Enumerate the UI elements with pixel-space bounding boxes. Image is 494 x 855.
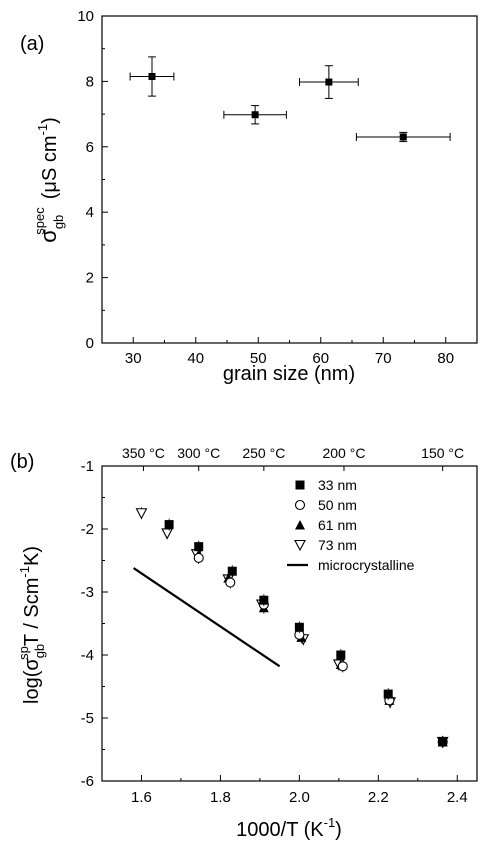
y-tick-label: -3 xyxy=(81,584,94,601)
x-tick-label: 30 xyxy=(125,350,142,367)
panel-a-xlabel: grain size (nm) xyxy=(223,363,355,385)
top-axis-label: 350 °C xyxy=(122,445,165,461)
panel-b-ylabel-prefix: log(σ xyxy=(21,658,43,704)
panel-b-xlabel: 1000/T (K-1) xyxy=(236,815,342,841)
panel-b: (b) 350 °C 300 °C 250 °C 200 °C 150 °C 1.6 1.… xyxy=(10,445,478,841)
panel-a-frame xyxy=(101,15,478,344)
panel-a-ylabel-symbol: σ xyxy=(36,229,61,243)
svg-text:1000/T (K-1): 1000/T (K-1) xyxy=(236,815,342,841)
svg-text:log(σgbspT / Scm-1K): log(σgbspT / Scm-1K) xyxy=(16,546,47,704)
panel-b-frame xyxy=(101,465,478,782)
svg-text:σgbspec(μS cm-1): σgbspec (μS cm-1) xyxy=(32,117,66,243)
marker-filled-square xyxy=(164,520,174,530)
panel-b-top-axis-labels: 350 °C 300 °C 250 °C 200 °C 150 °C xyxy=(122,445,464,471)
x-tick-label: 70 xyxy=(375,350,392,367)
marker-open-triangle-down xyxy=(294,539,306,552)
marker-filled-square xyxy=(259,595,269,605)
top-axis-label: 150 °C xyxy=(421,445,464,461)
panel-b-ylabel-sub: gb xyxy=(32,644,47,658)
panel-b-ylabel-mid: T / Scm xyxy=(21,578,43,647)
panel-a-ticks: 30 40 50 60 70 80 0 2 4 6 8 10 xyxy=(77,8,478,367)
panel-b-legend: 33 nm 50 nm 61 nm 73 nm microcrystalline xyxy=(287,477,415,573)
top-axis-label: 300 °C xyxy=(177,445,220,461)
x-tick-label: 40 xyxy=(187,350,204,367)
x-tick-label: 2.4 xyxy=(447,789,468,806)
panel-b-xlabel-sup: -1 xyxy=(324,815,336,830)
marker-open-circle xyxy=(193,552,204,564)
panel-b-ylabel-sup2: -1 xyxy=(17,566,32,578)
panel-b-xlabel-close: ) xyxy=(335,819,342,841)
legend-label: 33 nm xyxy=(318,477,357,493)
y-tick-label: -5 xyxy=(81,710,94,727)
legend-label: 61 nm xyxy=(318,517,357,533)
panel-a-points xyxy=(129,56,451,143)
panel-b-label: (b) xyxy=(10,451,34,473)
y-tick-label: -4 xyxy=(81,647,94,664)
legend-label: 50 nm xyxy=(318,497,357,513)
panel-a-ylabel-units: (μS cm xyxy=(39,135,61,199)
data-point xyxy=(399,133,407,141)
marker-filled-square xyxy=(295,480,305,490)
panel-b-ylabel-suffix: K) xyxy=(21,546,43,566)
data-point xyxy=(251,111,259,119)
y-tick-label: 4 xyxy=(86,204,94,221)
x-tick-label: 2.2 xyxy=(368,789,389,806)
y-tick-label: 2 xyxy=(86,270,94,287)
panel-b-ylabel-sup: sp xyxy=(16,646,31,660)
y-tick-label: 0 xyxy=(86,335,94,352)
y-tick-label: -1 xyxy=(81,458,94,475)
marker-filled-square xyxy=(438,737,448,747)
panel-a-ylabel-units-sup: -1 xyxy=(35,124,50,136)
top-axis-label: 200 °C xyxy=(322,445,365,461)
marker-filled-triangle xyxy=(295,520,305,530)
marker-open-circle xyxy=(225,577,236,588)
panel-b-xlabel-text: 1000/T (K xyxy=(236,819,324,841)
panel-b-points xyxy=(132,507,449,749)
y-tick-label: 8 xyxy=(86,73,94,90)
marker-filled-square xyxy=(294,622,304,632)
x-tick-label: 80 xyxy=(437,350,454,367)
data-point xyxy=(325,78,333,86)
panel-a-ylabel-sub: gb xyxy=(51,215,66,229)
marker-open-circle xyxy=(294,499,306,511)
y-tick-label: -2 xyxy=(81,521,94,538)
y-tick-label: -6 xyxy=(81,773,94,790)
x-tick-label: 1.6 xyxy=(131,789,152,806)
panel-a-ylabel-sup: spec xyxy=(32,207,47,235)
x-tick-label: 60 xyxy=(312,350,329,367)
marker-filled-square xyxy=(194,542,204,552)
x-tick-label: 2.0 xyxy=(289,789,310,806)
panel-b-ylabel: log(σgbspT / Scm-1K) xyxy=(16,546,47,704)
marker-filled-square xyxy=(383,689,393,699)
legend-label: microcrystalline xyxy=(318,557,415,573)
marker-open-triangle-down xyxy=(161,528,174,540)
legend-label: 73 nm xyxy=(318,537,357,553)
marker-filled-square xyxy=(227,566,237,576)
marker-filled-square xyxy=(336,650,346,660)
marker-open-circle xyxy=(337,661,348,672)
x-tick-label: 50 xyxy=(250,350,267,367)
y-tick-label: 6 xyxy=(86,139,94,156)
top-axis-label: 250 °C xyxy=(242,445,285,461)
microcrystalline-line xyxy=(132,567,281,668)
panel-b-ticks: 1.6 1.8 2.0 2.2 2.4 -6 -5 -4 -3 -2 -1 xyxy=(81,458,468,806)
panel-a-ylabel-units-close: ) xyxy=(39,117,61,124)
x-tick-label: 1.8 xyxy=(210,789,231,806)
marker-open-triangle-down xyxy=(135,508,148,520)
panel-a-label: (a) xyxy=(20,33,44,55)
data-point xyxy=(148,72,156,80)
y-tick-label: 10 xyxy=(77,8,94,25)
panel-a-ylabel: σgbspec (μS cm-1) xyxy=(32,117,66,243)
